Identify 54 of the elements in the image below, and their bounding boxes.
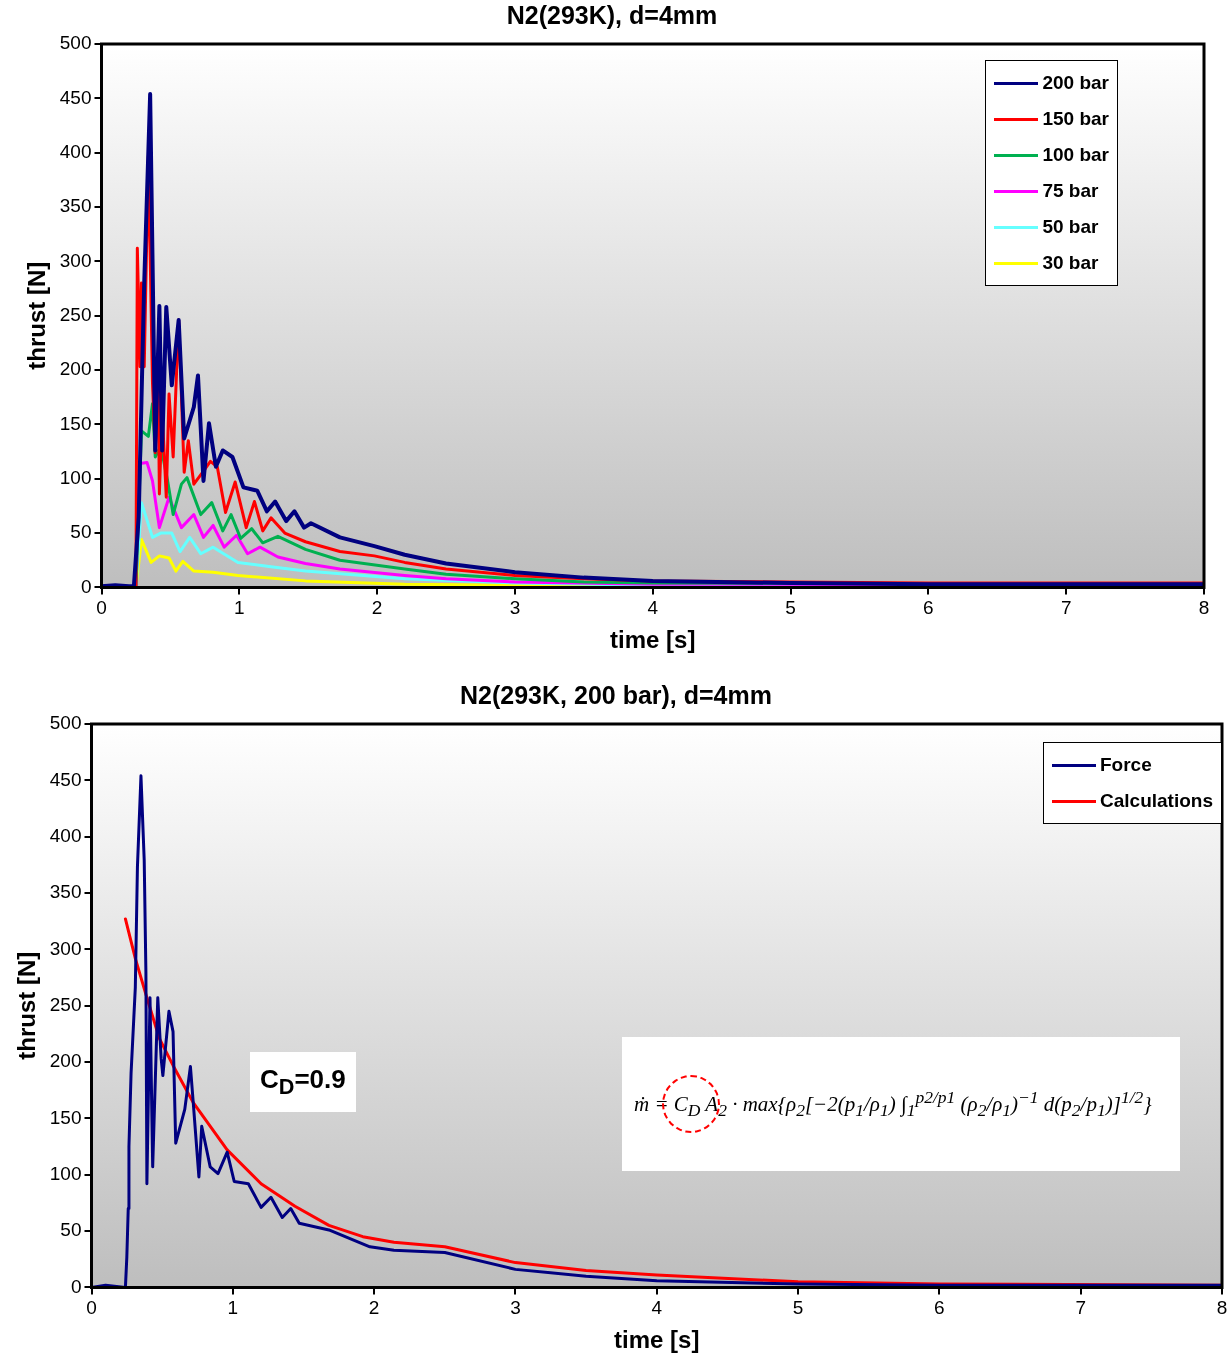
- legend-label: 100 bar: [1042, 144, 1109, 166]
- x-tick-label: 4: [651, 1297, 663, 1319]
- x-tick-label: 6: [923, 597, 934, 619]
- x-tick-label: 3: [510, 1297, 521, 1319]
- x-tick-label: 7: [1060, 597, 1072, 619]
- legend-label: 30 bar: [1042, 252, 1099, 274]
- x-axis-title: time [s]: [610, 626, 696, 654]
- y-tick-label: 400: [59, 140, 92, 162]
- y-tick-label: 250: [59, 303, 92, 325]
- y-tick-label: 100: [59, 466, 92, 488]
- y-tick-label: 150: [59, 412, 92, 434]
- text: ṁ = C$_{D}$ A$_{2}$ · max{ρ$_{2}$[−2(p$_{1}$/ρ$_{1}$) ∫$_{1}$$^{p2/p1}$ (ρ$_{2}$/ρ$_{1}$)$^{−1}$ d(p$_{2}$/p$_{1}$)]$^{1/2}$}: [634, 1087, 1152, 1121]
- x-tick-label: 5: [792, 1297, 804, 1319]
- y-tick-label: 100: [49, 1162, 82, 1184]
- chart-title: N2(293K, 200 bar), d=4mm: [460, 680, 772, 709]
- y-tick-label: 0: [70, 1275, 82, 1297]
- y-tick-label: 0: [80, 575, 92, 597]
- y-tick-label: 500: [49, 712, 82, 734]
- y-tick-label: 350: [59, 195, 92, 217]
- x-tick-label: 2: [371, 597, 383, 619]
- x-tick-label: 8: [1216, 1297, 1228, 1319]
- chart-title: N2(293K), d=4mm: [506, 0, 718, 29]
- x-tick-label: 3: [509, 597, 521, 619]
- x-tick-label: 7: [1075, 1297, 1086, 1319]
- y-tick-label: 50: [60, 1219, 82, 1241]
- x-tick-label: 0: [96, 597, 107, 619]
- x-axis-title: time [s]: [614, 1326, 700, 1354]
- y-tick-label: 450: [59, 86, 92, 108]
- y-tick-label: 200: [59, 358, 92, 380]
- y-tick-label: 500: [59, 32, 92, 54]
- x-tick-label: 4: [647, 597, 659, 619]
- legend-label: Calculations: [1100, 790, 1213, 812]
- y-tick-label: 200: [49, 1050, 82, 1072]
- y-tick-label: 150: [49, 1106, 82, 1128]
- legend-label: Force: [1100, 754, 1152, 776]
- y-tick-label: 450: [49, 768, 82, 790]
- y-axis-title: thrust [N]: [23, 261, 51, 370]
- x-tick-label: 8: [1198, 597, 1210, 619]
- x-tick-label: 1: [227, 1297, 239, 1319]
- y-tick-label: 300: [49, 937, 82, 959]
- y-tick-label: 50: [70, 521, 92, 543]
- y-tick-label: 250: [49, 993, 82, 1015]
- x-tick-label: 2: [368, 1297, 380, 1319]
- y-tick-label: 400: [49, 824, 82, 846]
- legend-label: 200 bar: [1042, 72, 1109, 94]
- y-tick-label: 350: [49, 881, 82, 903]
- x-tick-label: 5: [785, 597, 796, 619]
- legend-label: 50 bar: [1042, 216, 1099, 238]
- legend-label: 75 bar: [1042, 180, 1099, 202]
- x-tick-label: 6: [934, 1297, 945, 1319]
- y-tick-label: 300: [59, 249, 92, 271]
- x-tick-label: 1: [234, 597, 245, 619]
- y-axis-title: thrust [N]: [13, 951, 41, 1060]
- legend-label: 150 bar: [1042, 108, 1109, 130]
